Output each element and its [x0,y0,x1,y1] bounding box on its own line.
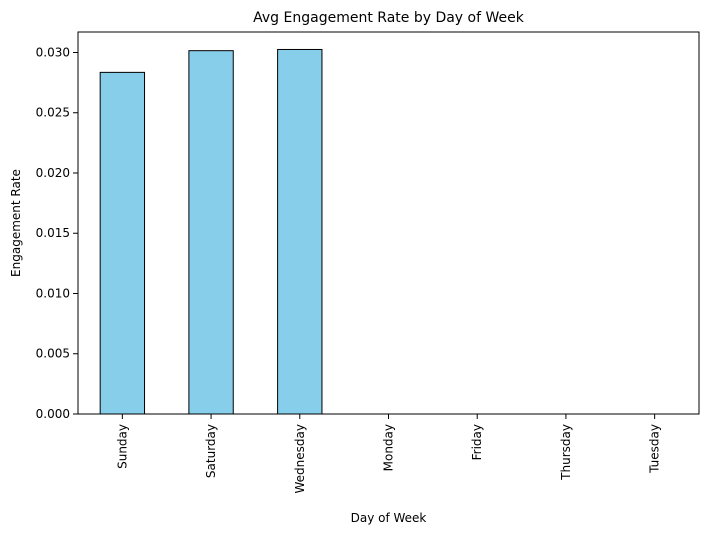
y-tick-label: 0.025 [36,106,70,120]
y-tick-label: 0.005 [36,347,70,361]
bar-saturday [188,50,234,415]
x-tick-label-monday: Monday [382,424,396,471]
x-axis-label: Day of Week [351,511,427,525]
bar-sunday [99,71,146,415]
plot-area-frame [77,31,700,415]
y-axis-label: Engagement Rate [9,169,23,277]
x-tick-label-tuesday: Tuesday [648,424,662,474]
x-tick-label-friday: Friday [470,424,484,460]
y-tick-label: 0.020 [36,166,70,180]
y-tick-label: 0.000 [36,407,70,421]
x-tick-label-wednesday: Wednesday [293,424,307,493]
y-tick-label: 0.010 [36,286,70,300]
bar-wednesday [277,48,323,415]
y-tick-label: 0.015 [36,226,70,240]
ticks-layer: 0.000 0.005 0.010 0.015 0.020 0.025 0.030 Sunda… [36,45,662,493]
x-tick-label-thursday: Thursday [559,424,573,481]
y-tick-label: 0.030 [36,45,70,59]
x-tick-label-saturday: Saturday [204,424,218,478]
bars-layer [99,48,323,415]
chart-title: Avg Engagement Rate by Day of Week [253,10,525,26]
x-tick-label-sunday: Sunday [115,424,129,469]
